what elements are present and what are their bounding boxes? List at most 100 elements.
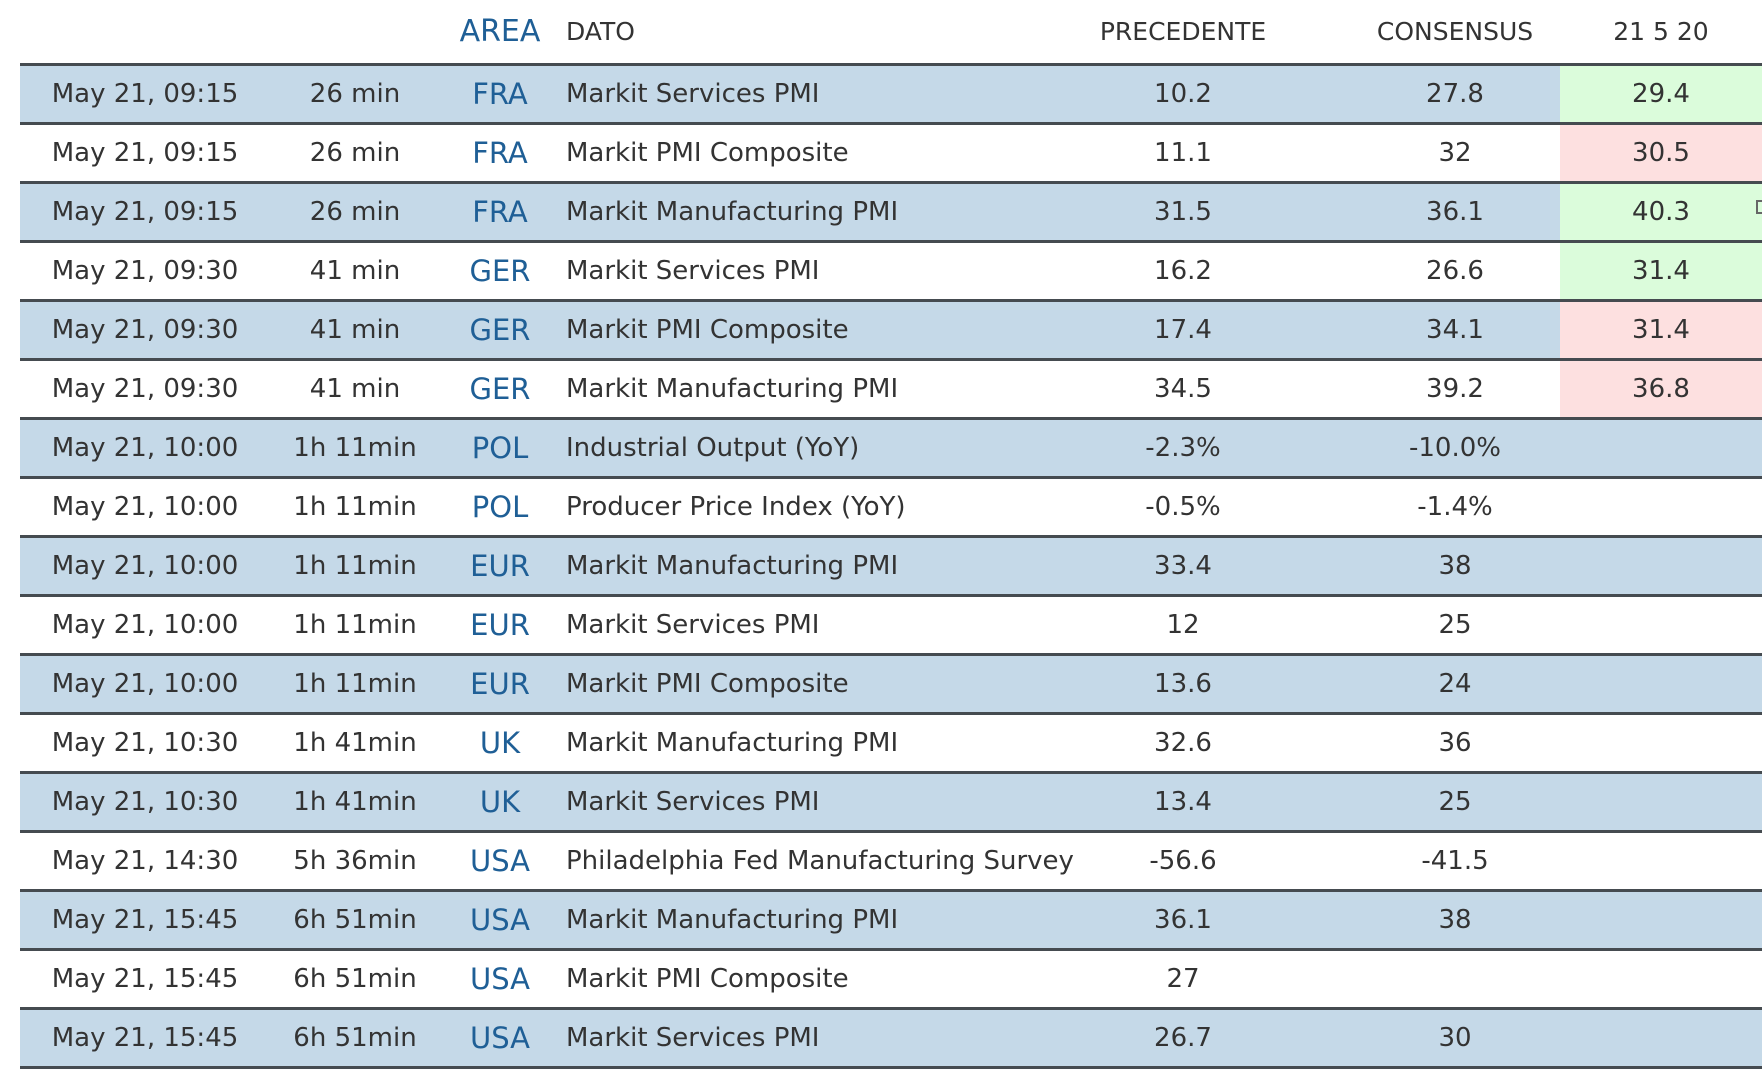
event-consensus: 39.2 (1426, 374, 1484, 404)
event-name: Markit Manufacturing PMI (566, 905, 899, 935)
table-row[interactable]: May 21, 10:00 1h 11min EUR Markit Manufa… (20, 538, 1762, 597)
event-area: POL (471, 490, 529, 524)
event-time: May 21, 10:30 (51, 728, 239, 758)
resize-handle-icon[interactable] (1756, 200, 1762, 214)
table-row[interactable]: May 21, 09:30 41 min GER Markit Services… (20, 243, 1762, 302)
event-name: Markit Manufacturing PMI (566, 728, 899, 758)
event-countdown: 26 min (309, 138, 401, 168)
header-time (20, 0, 270, 63)
event-area: UK (479, 785, 521, 819)
event-consensus: 34.1 (1426, 315, 1484, 345)
event-precedente: -2.3% (1145, 433, 1221, 463)
event-time: May 21, 15:45 (51, 964, 239, 994)
event-actual (1560, 656, 1762, 712)
table-row[interactable]: May 21, 15:45 6h 51min USA Markit Manufa… (20, 892, 1762, 951)
event-name: Producer Price Index (YoY) (566, 492, 906, 522)
event-countdown: 1h 11min (293, 551, 417, 581)
event-precedente: 32.6 (1154, 728, 1212, 758)
event-precedente: 34.5 (1154, 374, 1212, 404)
event-area: EUR (470, 667, 530, 701)
event-actual (1560, 774, 1762, 830)
event-actual (1560, 715, 1762, 771)
table-row[interactable]: May 21, 09:15 26 min FRA Markit Manufact… (20, 184, 1762, 243)
event-countdown: 1h 11min (293, 492, 417, 522)
event-actual: 36.8 (1560, 361, 1762, 417)
event-consensus: 38 (1438, 551, 1472, 581)
table-row[interactable]: May 21, 10:00 1h 11min EUR Markit Servic… (20, 597, 1762, 656)
event-countdown: 26 min (309, 197, 401, 227)
event-name: Markit Manufacturing PMI (566, 551, 899, 581)
event-actual: 30.5 (1560, 125, 1762, 181)
event-consensus: 27.8 (1426, 79, 1484, 109)
event-area: USA (469, 1021, 530, 1055)
event-time: May 21, 14:30 (51, 846, 239, 876)
event-countdown: 1h 41min (293, 787, 417, 817)
header-consensus: CONSENSUS (1376, 17, 1534, 46)
table-row[interactable]: May 21, 10:30 1h 41min UK Markit Service… (20, 774, 1762, 833)
event-actual (1560, 951, 1762, 1007)
table-row[interactable]: May 21, 10:00 1h 11min POL Industrial Ou… (20, 420, 1762, 479)
event-actual (1560, 1010, 1762, 1066)
event-area: USA (469, 844, 530, 878)
table-row[interactable]: May 21, 10:00 1h 11min POL Producer Pric… (20, 479, 1762, 538)
event-precedente: -0.5% (1145, 492, 1221, 522)
event-consensus: -1.4% (1417, 492, 1493, 522)
event-consensus (1320, 951, 1590, 1007)
event-countdown: 1h 11min (293, 610, 417, 640)
table-body: May 21, 09:15 26 min FRA Markit Services… (20, 66, 1762, 1069)
event-area: GER (469, 254, 531, 288)
event-countdown: 6h 51min (293, 964, 417, 994)
event-countdown: 1h 11min (293, 433, 417, 463)
event-actual: 29.4 (1560, 66, 1762, 122)
event-time: May 21, 10:00 (51, 669, 239, 699)
header-area: AREA (459, 14, 541, 49)
header-actual-date: 21 5 20 (1613, 17, 1709, 46)
event-countdown: 6h 51min (293, 1023, 417, 1053)
event-countdown: 26 min (309, 79, 401, 109)
header-countdown (270, 0, 440, 63)
table-row[interactable]: May 21, 15:45 6h 51min USA Markit Servic… (20, 1010, 1762, 1069)
event-name: Markit Services PMI (566, 256, 820, 286)
event-name: Markit PMI Composite (566, 315, 849, 345)
event-consensus: 25 (1438, 787, 1472, 817)
header-dato: DATO (566, 17, 635, 46)
event-actual (1560, 597, 1762, 653)
event-area: EUR (470, 608, 530, 642)
event-name: Industrial Output (YoY) (566, 433, 860, 463)
event-consensus: 30 (1438, 1023, 1472, 1053)
event-name: Markit Services PMI (566, 79, 820, 109)
event-consensus: 25 (1438, 610, 1472, 640)
event-time: May 21, 09:30 (51, 315, 239, 345)
event-area: FRA (472, 136, 528, 170)
event-name: Markit PMI Composite (566, 964, 849, 994)
event-consensus: -10.0% (1409, 433, 1501, 463)
event-precedente: 16.2 (1154, 256, 1212, 286)
event-consensus: 32 (1438, 138, 1472, 168)
table-row[interactable]: May 21, 09:30 41 min GER Markit Manufact… (20, 361, 1762, 420)
event-consensus: 24 (1438, 669, 1472, 699)
event-countdown: 1h 41min (293, 728, 417, 758)
event-precedente: 31.5 (1154, 197, 1212, 227)
event-countdown: 41 min (309, 315, 401, 345)
event-countdown: 41 min (309, 256, 401, 286)
event-countdown: 6h 51min (293, 905, 417, 935)
event-precedente: 17.4 (1154, 315, 1212, 345)
table-row[interactable]: May 21, 09:15 26 min FRA Markit PMI Comp… (20, 125, 1762, 184)
table-row[interactable]: May 21, 09:30 41 min GER Markit PMI Comp… (20, 302, 1762, 361)
table-row[interactable]: May 21, 15:45 6h 51min USA Markit PMI Co… (20, 951, 1762, 1010)
table-row[interactable]: May 21, 14:30 5h 36min USA Philadelphia … (20, 833, 1762, 892)
economic-calendar-table: AREA DATO PRECEDENTE CONSENSUS 21 5 20 M… (20, 0, 1762, 1069)
table-row[interactable]: May 21, 10:30 1h 41min UK Markit Manufac… (20, 715, 1762, 774)
event-consensus: 36 (1438, 728, 1472, 758)
event-area: USA (469, 962, 530, 996)
event-area: EUR (470, 549, 530, 583)
event-time: May 21, 15:45 (51, 1023, 239, 1053)
event-time: May 21, 10:00 (51, 492, 239, 522)
event-area: GER (469, 372, 531, 406)
event-name: Markit Services PMI (566, 1023, 820, 1053)
event-precedente: 33.4 (1154, 551, 1212, 581)
event-name: Philadelphia Fed Manufacturing Survey (566, 846, 1074, 876)
table-row[interactable]: May 21, 10:00 1h 11min EUR Markit PMI Co… (20, 656, 1762, 715)
table-row[interactable]: May 21, 09:15 26 min FRA Markit Services… (20, 66, 1762, 125)
event-time: May 21, 09:30 (51, 256, 239, 286)
